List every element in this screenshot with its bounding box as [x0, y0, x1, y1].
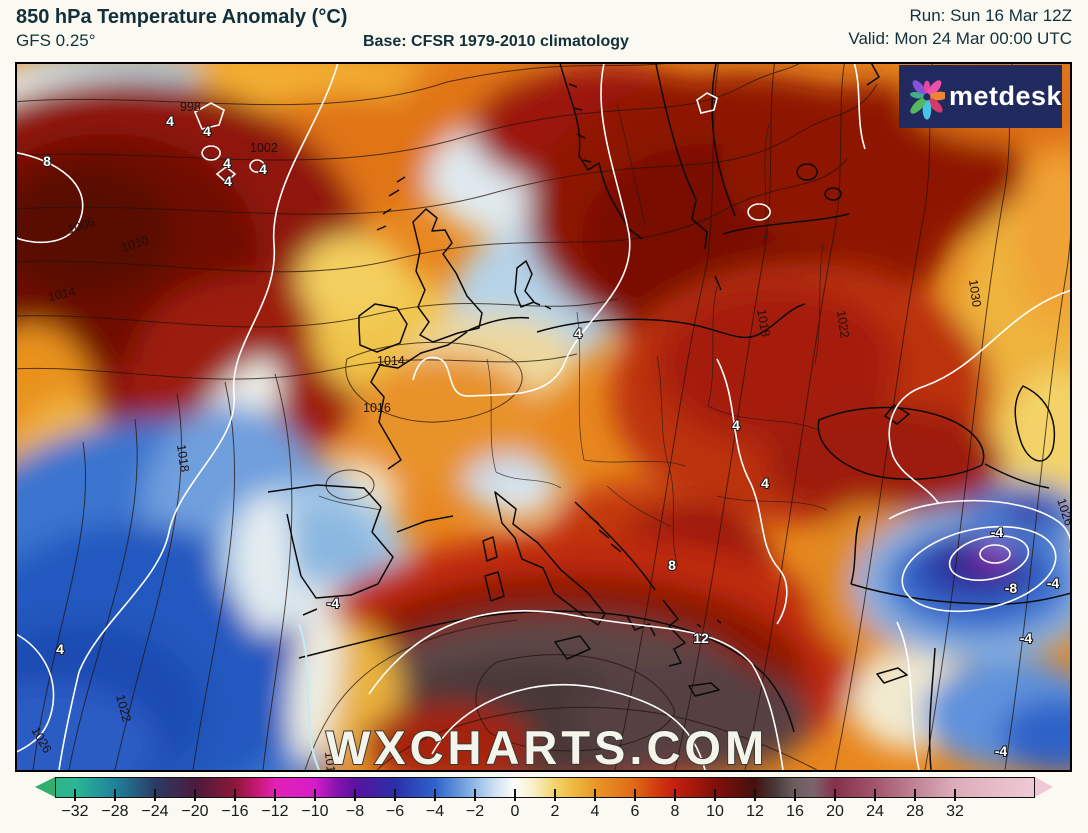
isobar-label: 1018 — [754, 308, 773, 338]
valid-time-label: Valid: Mon 24 Mar 00:00 UTC — [848, 29, 1072, 48]
anomaly-contour-label: -4 — [327, 595, 340, 611]
colorbar-tick — [354, 789, 356, 801]
isobar-label: 998 — [180, 100, 201, 114]
anomaly-map-svg: 998 1002 1006 1010 1014 1014 1016 1018 1… — [17, 64, 1070, 770]
anomaly-contour-labels: 8 4 4 4 4 4 4 4 -4 8 12 4 4 -4 -8 -4 -4 … — [42, 112, 1060, 760]
colorbar-tick-label: 28 — [906, 803, 924, 820]
colorbar-tick-label: 32 — [946, 803, 964, 820]
isobar-label: 1030 — [966, 278, 984, 308]
anomaly-contours — [17, 64, 1070, 770]
anomaly-contour-label: -4 — [1047, 575, 1060, 591]
climatology-base-label: Base: CFSR 1979-2010 climatology — [363, 33, 629, 50]
anomaly-contour-label: 12 — [693, 630, 709, 646]
metdesk-logo: metdesk — [899, 65, 1062, 128]
anomaly-contour-label: 4 — [259, 161, 267, 177]
colorbar-tick-label: 24 — [866, 803, 884, 820]
colorbar-tick — [714, 789, 716, 801]
isobar-label: 1014 — [47, 284, 77, 303]
colorbar-tick — [74, 789, 76, 801]
run-time-label: Run: Sun 16 Mar 12Z — [909, 6, 1072, 25]
isobar-label: 1022 — [113, 693, 134, 724]
colorbar-tick — [394, 789, 396, 801]
colorbar-tick-label: −16 — [221, 803, 249, 820]
anomaly-contour-label: -8 — [1005, 580, 1018, 596]
anomaly-contour-label: -4 — [1020, 630, 1033, 646]
colorbar-tick — [514, 789, 516, 801]
colorbar-tick — [114, 789, 116, 801]
anomaly-contour-label: 4 — [574, 325, 582, 341]
isobar-label: 1002 — [250, 141, 278, 155]
colorbar-left-arrow — [35, 777, 55, 797]
colorbar-tick — [234, 789, 236, 801]
colorbar-tick — [794, 789, 796, 801]
colorbar-tick — [434, 789, 436, 801]
colorbar-bar — [55, 777, 1035, 798]
colorbar-tick-label: −28 — [101, 803, 129, 820]
isobar-label: 1016 — [363, 401, 391, 415]
anomaly-contour-label: -4 — [991, 524, 1004, 540]
colorbar-tick — [154, 789, 156, 801]
colorbar-tick-label: 10 — [706, 803, 724, 820]
page-title: 850 hPa Temperature Anomaly (°C) — [16, 6, 348, 28]
colorbar-right-arrow — [1035, 777, 1053, 797]
colorbar-tick — [194, 789, 196, 801]
colorbar-tick — [314, 789, 316, 801]
anomaly-contour-label: -4 — [995, 743, 1008, 759]
colorbar-tick-label: 8 — [670, 803, 680, 820]
anomaly-contour-label: 4 — [56, 641, 64, 657]
anomaly-contour-label: 4 — [224, 173, 232, 189]
colorbar-tick — [474, 789, 476, 801]
coastlines — [267, 64, 1070, 770]
colorbar-tick-label: −20 — [181, 803, 209, 820]
anomaly-contour-label: 4 — [223, 155, 231, 171]
colorbar-tick-label: −10 — [301, 803, 329, 820]
colorbar-tick — [754, 789, 756, 801]
colorbar-tick-label: 4 — [590, 803, 600, 820]
colorbar: −32 −28 −24 −20 −16 −12 −10 −8 −6 −4 −2 0 2 4 6 8 10 12 16… — [35, 777, 1053, 823]
isobar-label: 1010 — [322, 751, 338, 770]
colorbar-tick — [634, 789, 636, 801]
colorbar-tick — [954, 789, 956, 801]
colorbar-tick-label: 0 — [510, 803, 520, 820]
colorbar-tick-label: 20 — [826, 803, 844, 820]
map-canvas: 998 1002 1006 1010 1014 1014 1016 1018 1… — [15, 62, 1072, 772]
anomaly-field — [17, 64, 1070, 770]
anomaly-contour-label: 8 — [668, 557, 676, 573]
colorbar-tick — [554, 789, 556, 801]
colorbar-tick — [874, 789, 876, 801]
colorbar-tick — [594, 789, 596, 801]
colorbar-tick — [834, 789, 836, 801]
anomaly-contour-label: 4 — [732, 417, 740, 433]
colorbar-tick-label: −2 — [465, 803, 485, 820]
colorbar-tick-label: −8 — [345, 803, 365, 820]
colorbar-tick-label: −12 — [261, 803, 289, 820]
isobar-label: 1014 — [377, 354, 405, 368]
colorbar-tick-label: 12 — [746, 803, 764, 820]
colorbar-tick — [274, 789, 276, 801]
colorbar-tick-label: −4 — [425, 803, 445, 820]
colorbar-tick-label: 6 — [630, 803, 640, 820]
isobar-label: 1018 — [174, 443, 192, 473]
colorbar-tick-label: 2 — [550, 803, 560, 820]
isobar-label: 1022 — [834, 309, 852, 339]
colorbar-tick-label: −6 — [385, 803, 405, 820]
colorbar-tick-label: 16 — [786, 803, 804, 820]
anomaly-contour-label: 4 — [203, 123, 211, 139]
anomaly-contour-label: 4 — [761, 475, 769, 491]
watermark: WXCHARTS.COM — [326, 721, 768, 770]
colorbar-tick-label: −32 — [61, 803, 89, 820]
colorbar-tick — [914, 789, 916, 801]
metdesk-flower-icon — [910, 79, 945, 120]
anomaly-contour-label: 8 — [43, 153, 51, 169]
colorbar-tick — [674, 789, 676, 801]
flower-petals — [910, 79, 945, 120]
model-label: GFS 0.25° — [16, 31, 96, 50]
anomaly-contour-label: 4 — [166, 113, 174, 129]
country-borders — [318, 103, 828, 567]
colorbar-tick-label: −24 — [141, 803, 169, 820]
metdesk-logo-text: metdesk — [948, 81, 1062, 111]
